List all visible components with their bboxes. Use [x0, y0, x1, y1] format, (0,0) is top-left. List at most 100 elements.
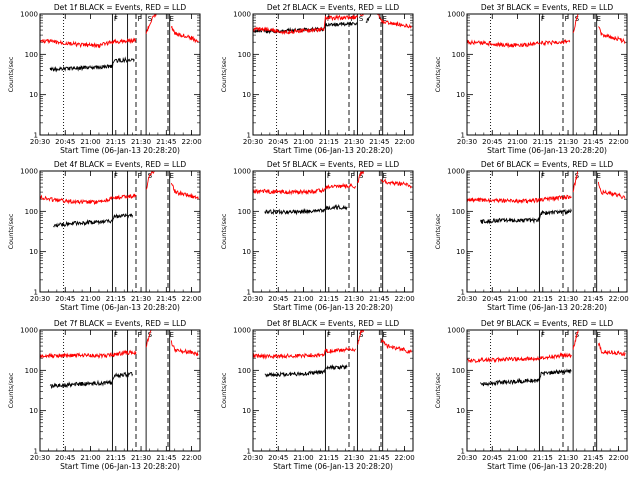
x-tick-label: 20:45	[268, 454, 288, 462]
x-tick-label: 21:00	[293, 454, 313, 462]
marker-label: E	[383, 172, 387, 180]
x-tick-label: 21:00	[293, 138, 313, 146]
panel-det-5: Det 5f BLACK = Events, RED = LLD Counts/s…	[220, 160, 415, 312]
marker-label: S	[359, 331, 364, 339]
y-tick-label: 100	[25, 208, 38, 216]
x-axis-label: Start Time (06-Jan-13 20:28:20)	[273, 462, 393, 471]
series-lld-line	[380, 339, 412, 354]
plot-frame	[252, 13, 414, 136]
plot-area	[467, 171, 626, 225]
y-axis-label: Counts/sec	[220, 56, 228, 92]
x-axis-label: Start Time (06-Jan-13 20:28:20)	[60, 303, 180, 312]
plot-frame	[252, 329, 414, 452]
x-axis-label: Start Time (06-Jan-13 20:28:20)	[487, 462, 607, 471]
x-tick-label: 22:00	[608, 295, 628, 303]
series-lld-line	[380, 178, 412, 189]
panel-title: Det 6f BLACK = Events, RED = LLD	[481, 160, 614, 169]
x-tick-label: 20:30	[30, 454, 50, 462]
y-tick-label: 10	[29, 248, 38, 256]
y-tick-label: 10	[456, 407, 465, 415]
marker-label: E	[383, 15, 387, 23]
marker-label: F	[565, 172, 569, 180]
plot-area	[40, 330, 199, 389]
x-tick-label: 20:45	[268, 295, 288, 303]
x-tick-label: 21:00	[507, 295, 527, 303]
panel-det-4: Det 4f BLACK = Events, RED = LLD Counts/s…	[7, 160, 202, 312]
x-tick-label: 22:00	[181, 138, 201, 146]
marker-label: F	[138, 172, 142, 180]
panel-det-3: Det 3f BLACK = Events, RED = LLD Counts/s…	[434, 3, 629, 155]
x-tick-label: 21:45	[583, 138, 603, 146]
x-tick-label: 21:15	[106, 138, 126, 146]
x-tick-label: 21:45	[369, 138, 389, 146]
series-lld-line	[598, 26, 626, 45]
x-tick-label: 20:30	[457, 138, 477, 146]
marker-label: F	[114, 15, 118, 23]
y-tick-label: 1000	[20, 168, 38, 176]
series-lld-line	[467, 38, 571, 49]
plot-area	[253, 171, 412, 216]
x-tick-label: 21:45	[583, 295, 603, 303]
y-axis-label: Counts/sec	[434, 56, 442, 92]
x-tick-label: 21:30	[131, 138, 151, 146]
x-tick-label: 21:45	[583, 454, 603, 462]
x-tick-label: 21:45	[156, 138, 176, 146]
series-lld-line	[572, 330, 579, 350]
y-tick-label: 100	[452, 208, 465, 216]
y-tick-label: 10	[456, 248, 465, 256]
x-tick-label: 21:00	[507, 454, 527, 462]
x-tick-label: 20:30	[243, 454, 263, 462]
y-axis-label: Counts/sec	[434, 213, 442, 249]
x-tick-label: 21:45	[156, 454, 176, 462]
x-tick-label: 22:00	[181, 295, 201, 303]
series-events-line	[264, 363, 348, 378]
series-events-line	[480, 208, 572, 225]
x-tick-label: 21:00	[293, 295, 313, 303]
marker-label: F	[351, 331, 355, 339]
x-tick-label: 20:45	[55, 454, 75, 462]
y-tick-label: 1000	[447, 168, 465, 176]
x-tick-label: 21:15	[533, 295, 553, 303]
marker-label: E	[170, 15, 174, 23]
series-events-line	[253, 21, 358, 35]
panel-title: Det 8f BLACK = Events, RED = LLD	[267, 319, 400, 328]
marker-label: F	[327, 172, 331, 180]
y-tick-label: 1	[247, 132, 251, 140]
plot-frame	[39, 13, 201, 136]
series-events-line	[53, 213, 134, 228]
series-lld-line	[40, 37, 137, 49]
panel-det-1: Det 1f BLACK = Events, RED = LLD Counts/s…	[7, 3, 202, 155]
series-lld-line	[467, 194, 572, 205]
y-tick-label: 1	[34, 448, 38, 456]
x-tick-label: 22:00	[181, 454, 201, 462]
x-tick-label: 21:45	[156, 295, 176, 303]
marker-label: F	[541, 331, 545, 339]
y-tick-label: 1	[247, 289, 251, 297]
series-lld-line	[597, 181, 626, 199]
series-lld-line	[597, 342, 626, 357]
series-lld-line	[572, 171, 579, 193]
y-tick-label: 100	[25, 367, 38, 375]
x-tick-label: 20:30	[457, 295, 477, 303]
panel-title: Det 4f BLACK = Events, RED = LLD	[54, 160, 187, 169]
y-tick-label: 1	[461, 289, 465, 297]
x-tick-label: 21:30	[558, 138, 578, 146]
marker-label: E	[597, 15, 601, 23]
y-tick-label: 1	[34, 132, 38, 140]
marker-label: F	[114, 172, 118, 180]
y-tick-label: 100	[238, 208, 251, 216]
y-tick-label: 10	[456, 91, 465, 99]
panel-title: Det 2f BLACK = Events, RED = LLD	[267, 3, 400, 12]
series-lld-line	[377, 14, 412, 29]
panel-title: Det 3f BLACK = Events, RED = LLD	[481, 3, 614, 12]
x-axis-label: Start Time (06-Jan-13 20:28:20)	[60, 462, 180, 471]
x-tick-label: 21:00	[80, 295, 100, 303]
marker-label: F	[114, 331, 118, 339]
marker-label: E	[597, 172, 601, 180]
y-tick-label: 10	[29, 91, 38, 99]
x-tick-label: 20:45	[55, 295, 75, 303]
marker-label: F	[565, 15, 569, 23]
series-lld-line	[357, 171, 365, 184]
marker-label: E	[383, 331, 387, 339]
y-tick-label: 1000	[233, 327, 251, 335]
